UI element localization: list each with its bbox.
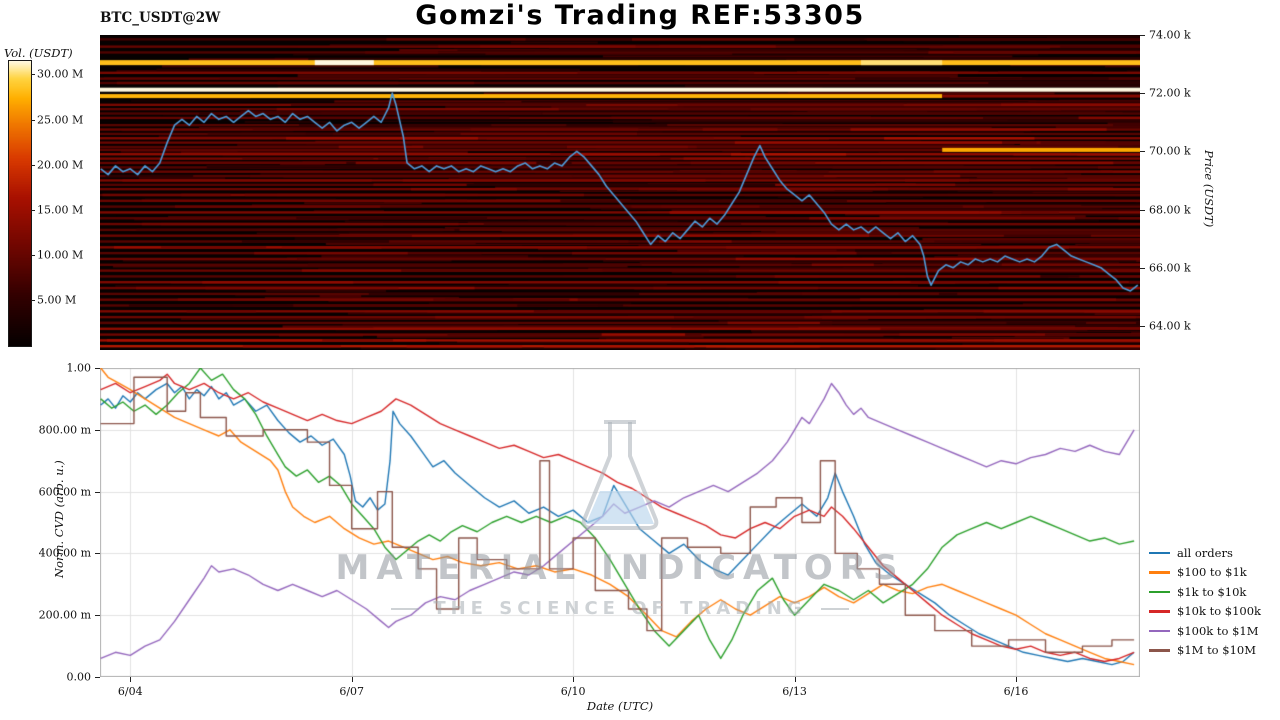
legend-swatch	[1149, 571, 1170, 574]
legend-swatch	[1149, 610, 1170, 613]
price-tick-label: 66.00 k	[1149, 261, 1191, 275]
colorbar-tickmark	[31, 119, 35, 121]
legend-item: $100 to $1k	[1149, 563, 1261, 583]
legend-swatch	[1149, 629, 1170, 632]
cvd-y-tickmark	[95, 677, 100, 678]
legend-item: $1k to $10k	[1149, 582, 1261, 602]
legend-label: $10k to $100k	[1177, 604, 1262, 619]
cvd-y-tickmark	[95, 368, 100, 369]
symbol-label: BTC_USDT@2W	[100, 10, 221, 26]
cvd-y-tick-label: 1.00	[66, 361, 92, 375]
colorbar-tick-label: 10.00 M	[37, 248, 84, 262]
cvd-y-tick-label: 200.00 m	[38, 608, 91, 622]
cvd-y-tick-label: 600.00 m	[38, 485, 91, 499]
legend-label: all orders	[1177, 545, 1233, 560]
cvd-x-tick-label: 6/16	[1003, 685, 1029, 698]
legend-label: $1k to $10k	[1177, 584, 1247, 599]
price-tickmark	[1140, 93, 1145, 95]
cvd-x-tickmark	[794, 677, 796, 682]
cvd-x-tick-label: 6/10	[560, 685, 586, 698]
liquidity-heatmap-canvas	[100, 35, 1140, 350]
price-tickmark	[1140, 325, 1145, 327]
cvd-y-tick-label: 800.00 m	[38, 423, 91, 437]
page-title: Gomzi's Trading REF:53305	[415, 0, 865, 31]
colorbar-tick-label: 15.00 M	[37, 203, 84, 217]
price-tick-label: 74.00 k	[1149, 28, 1191, 42]
cvd-x-tick-label: 6/07	[339, 685, 365, 698]
colorbar-tick-label: 20.00 M	[37, 158, 84, 172]
legend-label: $100k to $1M	[1177, 623, 1259, 638]
price-tickmark	[1140, 267, 1145, 269]
price-tickmark	[1140, 151, 1145, 153]
legend-label: $1M to $10M	[1177, 643, 1256, 658]
cvd-x-tickmark	[573, 677, 575, 682]
cvd-x-tickmark	[1015, 677, 1017, 682]
cvd-y-tick-label: 400.00 m	[38, 546, 91, 560]
colorbar-tick-label: 5.00 M	[37, 293, 77, 307]
cvd-y-tickmark	[95, 615, 100, 617]
colorbar-tickmark	[31, 209, 35, 211]
cvd-y-tickmark	[95, 553, 100, 555]
legend-item: all orders	[1149, 543, 1261, 563]
cvd-x-tickmark	[351, 677, 353, 682]
cvd-y-axis-label: Norm. CVD (arb. u.)	[52, 460, 66, 578]
price-tick-label: 70.00 k	[1149, 144, 1191, 158]
legend-swatch	[1149, 551, 1170, 554]
colorbar-tick-label: 25.00 M	[37, 113, 84, 127]
colorbar-label: Vol. (USDT)	[4, 46, 73, 60]
cvd-x-tickmark	[130, 677, 132, 682]
price-tick-label: 68.00 k	[1149, 203, 1191, 216]
legend-swatch	[1149, 649, 1170, 652]
price-tick-label: 64.00 k	[1149, 319, 1191, 333]
price-tick-label: 72.00 k	[1149, 86, 1191, 100]
cvd-y-tickmark	[95, 491, 100, 493]
colorbar-tickmark	[31, 74, 35, 76]
cvd-y-tick-label: 0.00	[66, 670, 92, 684]
volume-colorbar	[8, 60, 32, 347]
price-tickmark	[1140, 209, 1145, 211]
colorbar-tick-label: 30.00 M	[37, 67, 84, 81]
cvd-chart-canvas	[100, 368, 1140, 677]
date-axis-label: Date (UTC)	[586, 699, 654, 713]
legend-item: $100k to $1M	[1149, 621, 1261, 641]
colorbar-tickmark	[31, 164, 35, 166]
legend-label: $100 to $1k	[1177, 565, 1247, 580]
cvd-x-tick-label: 6/04	[117, 685, 143, 698]
cvd-y-tickmark	[95, 429, 100, 431]
legend-item: $10k to $100k	[1149, 602, 1261, 622]
legend: all orders $100 to $1k $1k to $10k $10k to …	[1149, 543, 1261, 660]
colorbar-tickmark	[31, 254, 35, 256]
legend-item: $1M to $10M	[1149, 641, 1261, 661]
cvd-x-tick-label: 6/13	[782, 685, 807, 698]
price-axis-label: Price (USDT)	[1202, 150, 1216, 228]
colorbar-tickmark	[31, 299, 35, 301]
legend-swatch	[1149, 590, 1170, 593]
price-tickmark	[1140, 35, 1145, 36]
